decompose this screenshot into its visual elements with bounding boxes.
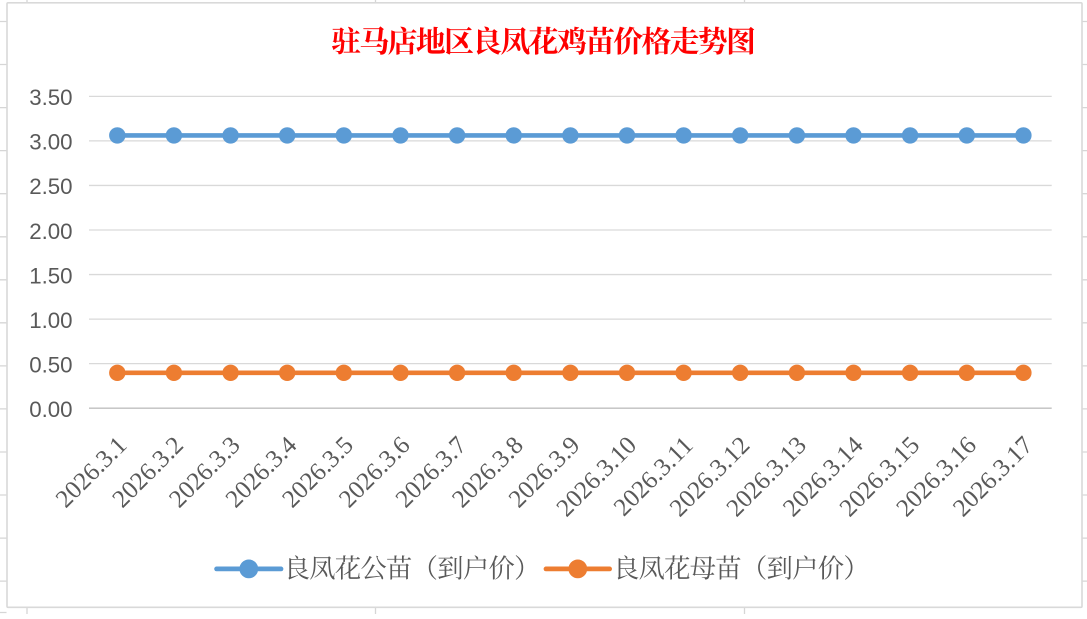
svg-text:1.50: 1.50 (29, 263, 72, 288)
svg-text:2.50: 2.50 (29, 174, 72, 199)
svg-text:0.00: 0.00 (29, 397, 72, 422)
svg-text:0.50: 0.50 (29, 352, 72, 377)
svg-text:1.00: 1.00 (29, 308, 72, 333)
svg-text:3.50: 3.50 (29, 85, 72, 110)
svg-text:3.00: 3.00 (29, 130, 72, 155)
svg-text:2.00: 2.00 (29, 219, 72, 244)
